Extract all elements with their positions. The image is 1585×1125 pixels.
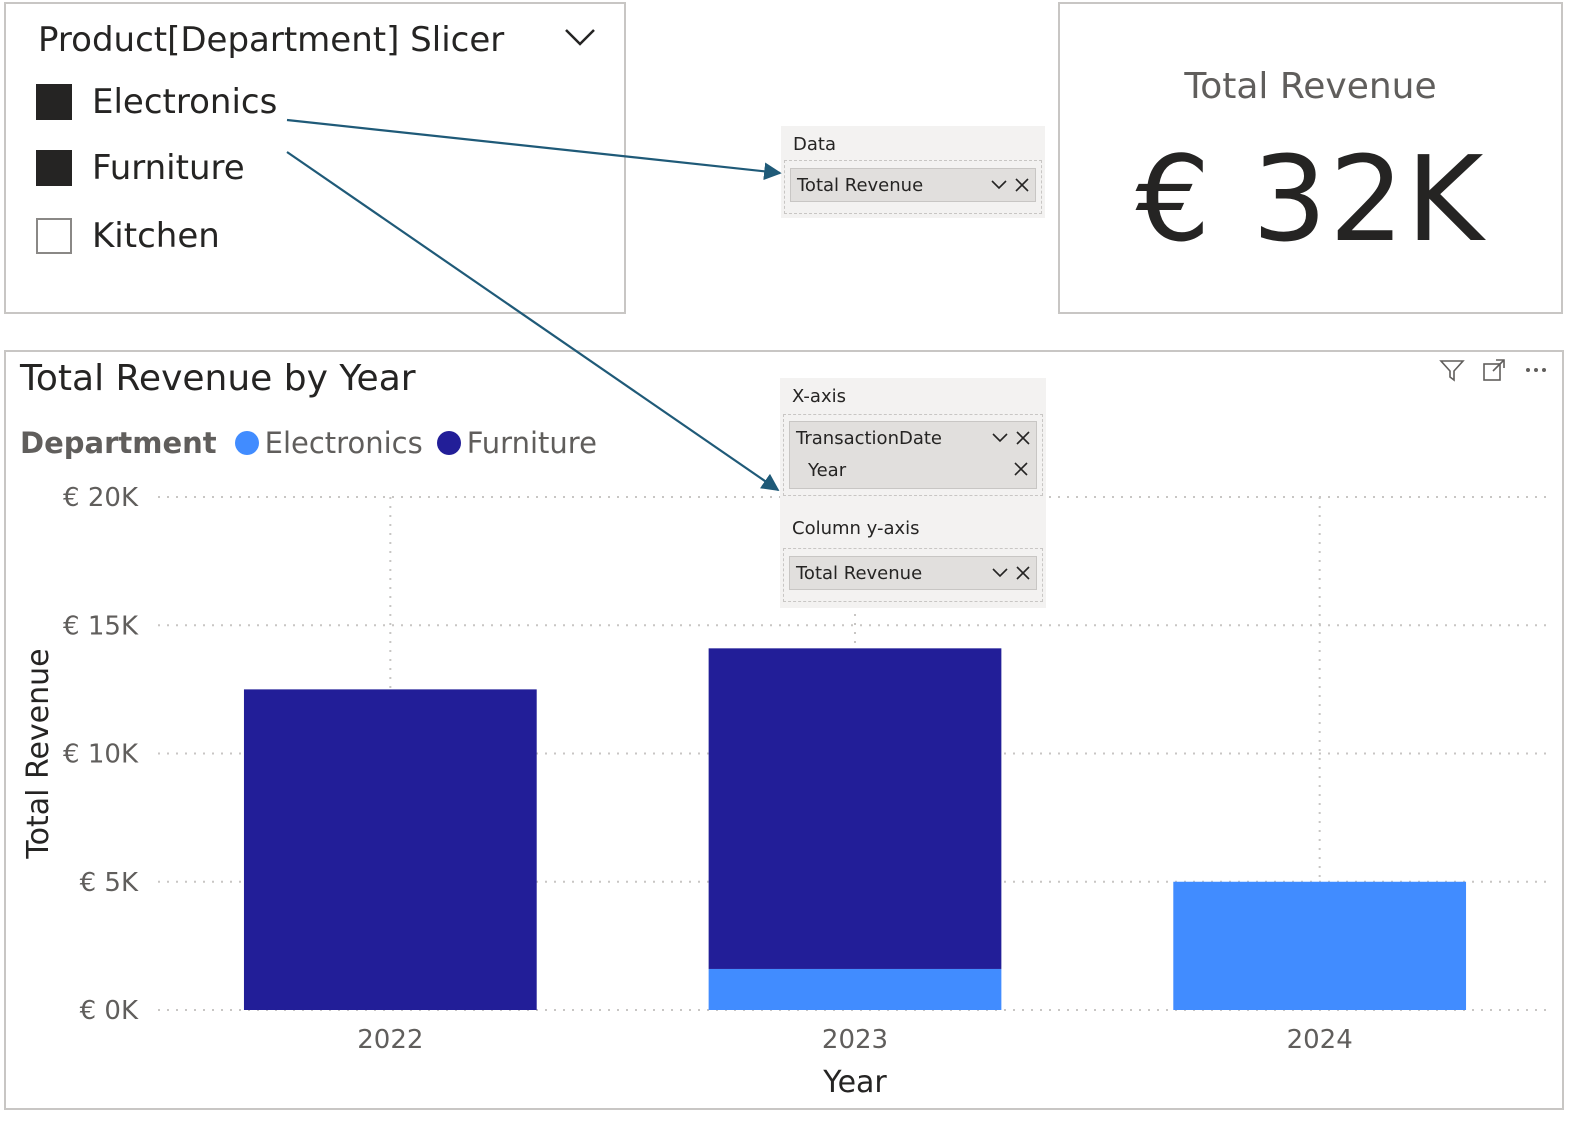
field-pill-label: Total Revenue	[797, 174, 924, 196]
legend-dot-icon	[234, 431, 259, 455]
chart-field-wells: X-axis TransactionDate Year Column y-axi…	[780, 378, 1046, 608]
chart-canvas: € 0K € 5K € 10K € 15K € 20K 2022 2023 2024 Year T…	[21, 483, 1552, 1100]
well-header-data: Data	[793, 134, 836, 155]
x-axis-title: Year	[822, 1065, 887, 1100]
legend-item-electronics[interactable]: Electronics	[234, 426, 423, 460]
legend-dot-icon	[436, 431, 461, 455]
legend-label: Electronics	[264, 426, 423, 460]
y-tick-label: € 20K	[63, 483, 139, 513]
chart-title: Total Revenue by Year	[20, 358, 416, 399]
slicer-item-label: Electronics	[92, 82, 278, 122]
field-pill-total-revenue[interactable]: Total Revenue	[789, 556, 1037, 590]
close-icon[interactable]	[1012, 460, 1030, 478]
visual-header-icons	[1438, 356, 1550, 384]
chart-legend: Department Electronics Furniture	[20, 426, 611, 460]
chevron-down-icon[interactable]	[990, 563, 1010, 583]
chevron-down-icon[interactable]	[562, 22, 598, 52]
field-pill-label: Total Revenue	[796, 562, 923, 584]
close-icon[interactable]	[1014, 429, 1032, 447]
card-data-well: Data Total Revenue	[781, 126, 1045, 218]
well-drop-zone-y[interactable]: Total Revenue	[783, 548, 1043, 602]
y-tick-label: € 15K	[63, 611, 139, 641]
x-tick-label: 2022	[357, 1025, 423, 1055]
legend-item-furniture[interactable]: Furniture	[436, 426, 597, 460]
well-header-column-y-axis: Column y-axis	[792, 518, 920, 539]
y-tick-label: € 0K	[80, 996, 139, 1026]
y-tick-label: € 5K	[80, 868, 139, 898]
bar-furniture-2023[interactable]	[708, 648, 1002, 969]
department-slicer: Product[Department] Slicer Electronics F…	[4, 2, 626, 314]
slicer-item-label: Kitchen	[92, 216, 220, 256]
checkbox-electronics[interactable]	[36, 84, 72, 120]
field-pill-transaction-date[interactable]: TransactionDate Year	[789, 421, 1037, 489]
card-title: Total Revenue	[1184, 66, 1437, 107]
bar-electronics-2023[interactable]	[708, 968, 1002, 1010]
slicer-item-furniture[interactable]: Furniture	[36, 148, 245, 188]
checkbox-furniture[interactable]	[36, 150, 72, 186]
card-value: € 32K	[1135, 130, 1486, 268]
close-icon[interactable]	[1013, 176, 1031, 194]
well-header-x-axis: X-axis	[792, 386, 846, 407]
y-tick-label: € 10K	[63, 740, 139, 770]
total-revenue-card[interactable]: Total Revenue € 32K	[1058, 2, 1563, 314]
bar-electronics-2024[interactable]	[1173, 881, 1467, 1010]
y-axis-title: Total Revenue	[21, 648, 56, 859]
slicer-item-electronics[interactable]: Electronics	[36, 82, 277, 122]
well-drop-zone[interactable]: Total Revenue	[784, 160, 1042, 214]
field-pill-total-revenue[interactable]: Total Revenue	[790, 168, 1036, 202]
x-tick-label: 2024	[1287, 1025, 1353, 1055]
label-layer: € 0K € 5K € 10K € 15K € 20K 2022 2023 2024 Year T…	[21, 483, 1353, 1100]
checkbox-kitchen[interactable]	[36, 218, 72, 254]
focus-mode-icon[interactable]	[1480, 356, 1508, 384]
bar-layer	[243, 648, 1467, 1010]
x-tick-label: 2023	[822, 1025, 888, 1055]
field-pill-label: TransactionDate	[796, 428, 942, 449]
bar-furniture-2022[interactable]	[243, 689, 537, 1010]
chevron-down-icon[interactable]	[990, 428, 1010, 448]
more-options-icon[interactable]	[1522, 356, 1550, 384]
field-pill-sub-label: Year	[808, 460, 847, 481]
filter-icon[interactable]	[1438, 356, 1466, 384]
slicer-item-label: Furniture	[92, 148, 245, 188]
close-icon[interactable]	[1014, 564, 1032, 582]
legend-title: Department	[20, 426, 217, 460]
slicer-title: Product[Department] Slicer	[38, 20, 505, 60]
well-drop-zone-x[interactable]: TransactionDate Year	[783, 414, 1043, 496]
slicer-item-kitchen[interactable]: Kitchen	[36, 216, 220, 256]
legend-label: Furniture	[466, 426, 597, 460]
chevron-down-icon[interactable]	[989, 175, 1009, 195]
